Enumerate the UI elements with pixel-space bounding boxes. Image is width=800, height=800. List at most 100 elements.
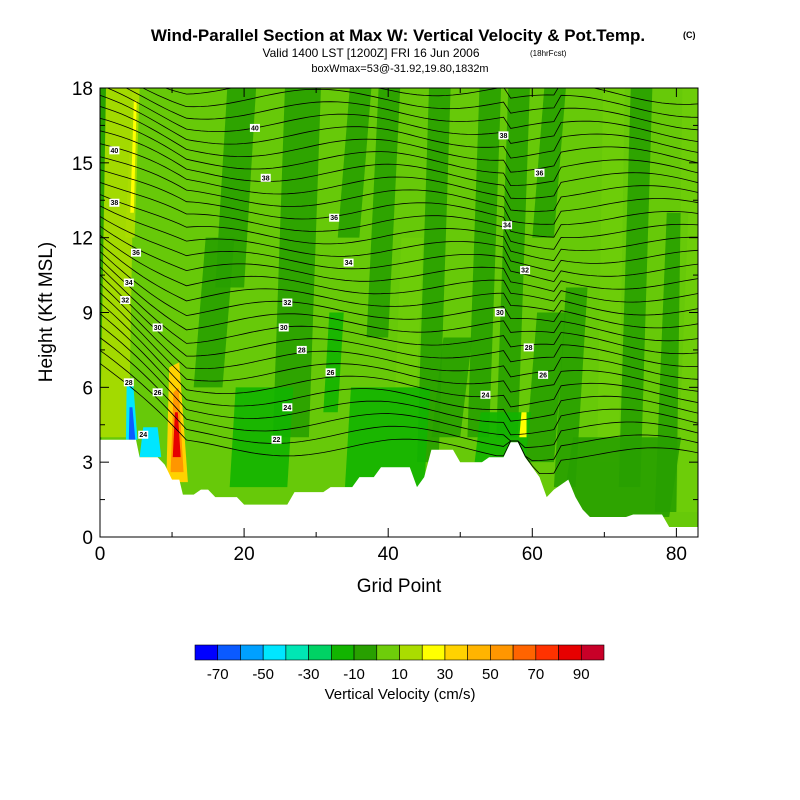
colorbar-swatch xyxy=(262,644,287,661)
colorbar-swatch xyxy=(512,644,537,661)
contour-label: 40 xyxy=(251,125,259,132)
contour-label-box xyxy=(523,343,534,352)
velocity-patch xyxy=(229,387,294,488)
colorbar-swatch xyxy=(194,644,219,661)
y-tick-label: 6 xyxy=(82,378,93,399)
colorbar-swatch xyxy=(490,644,514,661)
velocity-patch xyxy=(431,337,473,438)
y-axis-label: Height (Kft MSL) xyxy=(36,242,57,382)
x-tick-label: 60 xyxy=(522,544,543,565)
downdraft-core xyxy=(128,407,136,440)
contour-label-box xyxy=(296,345,307,354)
contour-label-box xyxy=(152,323,163,332)
colorbar-swatch xyxy=(331,644,355,661)
contour-label-box xyxy=(538,370,549,379)
velocity-patch xyxy=(525,312,566,463)
velocity-patch xyxy=(100,88,135,438)
contour-label-box xyxy=(120,296,131,305)
theta-contour xyxy=(100,205,698,272)
theta-contour xyxy=(100,106,698,173)
contour-label: 34 xyxy=(345,260,353,267)
contour-label: 36 xyxy=(536,170,544,177)
contour-labels: 40 40 38 38 36 36 34 34 32 32 30 30 28 26 24 22 28 26 24 38… xyxy=(109,123,549,444)
contour-label: 34 xyxy=(125,280,133,287)
y-tick-label: 12 xyxy=(72,229,93,250)
velocity-patch xyxy=(272,88,321,438)
colorbar-swatch xyxy=(558,644,582,661)
theta-contour xyxy=(141,88,698,118)
colorbar-label: Vertical Velocity (cm/s) xyxy=(325,686,476,703)
contour-label: 30 xyxy=(154,325,162,332)
theta-contour xyxy=(100,258,698,342)
y-tick-label: 18 xyxy=(72,79,93,100)
theta-contour xyxy=(100,234,698,303)
contour-label: 30 xyxy=(496,310,504,317)
contour-label: 24 xyxy=(139,432,147,439)
velocity-patch xyxy=(597,88,625,463)
theta-contour xyxy=(100,350,698,462)
info-line: boxWmax=53@-31.92,19.80,1832m xyxy=(311,63,488,75)
contour-label-box xyxy=(282,403,293,412)
y-tick-label: 15 xyxy=(72,154,93,175)
theta-contour xyxy=(100,94,698,159)
theta-contour xyxy=(100,266,698,355)
subtitle-note: (18hrFcst) xyxy=(530,49,567,58)
colorbar-swatch xyxy=(399,644,423,661)
colorbar-tick-label: -70 xyxy=(207,666,229,683)
contour-label-box xyxy=(498,131,509,140)
contour-label: 28 xyxy=(125,380,133,387)
colorbar-tick-label: 30 xyxy=(437,666,454,683)
contour-label-box xyxy=(260,173,271,182)
colorbar-swatch xyxy=(285,644,309,661)
contour-label: 40 xyxy=(111,148,119,155)
contour-label-box xyxy=(123,278,134,287)
contour-label: 32 xyxy=(121,298,129,305)
colorbar-swatch xyxy=(217,644,241,661)
colorbar-swatch xyxy=(353,644,378,661)
x-axis-label: Grid Point xyxy=(357,576,442,597)
contour-label-box xyxy=(152,388,163,397)
contour-label: 26 xyxy=(327,370,335,377)
colorbar-tick-label: 90 xyxy=(573,666,590,683)
contour-label: 22 xyxy=(273,437,281,444)
contour-label-box xyxy=(520,266,531,275)
theta-contour xyxy=(100,313,698,422)
velocity-patch xyxy=(553,287,588,488)
velocity-patch xyxy=(395,237,424,388)
theta-contour xyxy=(100,117,698,187)
velocity-patch xyxy=(344,387,431,488)
theta-contour xyxy=(100,251,698,329)
contour-label: 26 xyxy=(539,372,547,379)
title-mark: (C) xyxy=(683,30,696,40)
colorbar-tick-label: -10 xyxy=(343,666,365,683)
colorbar-swatch xyxy=(535,644,559,661)
contour-label-box xyxy=(534,168,545,177)
colorbar-tick-label: -50 xyxy=(252,666,274,683)
x-tick-label: 0 xyxy=(95,544,106,565)
contour-label: 36 xyxy=(132,250,140,257)
contour-label: 36 xyxy=(330,215,338,222)
contour-label-box xyxy=(282,298,293,307)
colorbar-swatch xyxy=(444,644,468,661)
contour-label: 30 xyxy=(280,325,288,332)
contour-label: 24 xyxy=(482,392,490,399)
colorbar-tick-label: 50 xyxy=(482,666,499,683)
colorbar-swatch xyxy=(308,644,332,661)
contour-label: 38 xyxy=(111,200,119,207)
theta-contour xyxy=(100,324,698,436)
theta-contour xyxy=(100,143,698,212)
terrain-mask xyxy=(100,439,698,537)
theta-contour xyxy=(125,88,698,131)
y-tick-label: 0 xyxy=(82,528,93,549)
updraft-core xyxy=(519,412,527,438)
contour-label-box xyxy=(325,368,336,377)
theta-contour xyxy=(100,283,698,380)
contour-label-box xyxy=(329,213,340,222)
contour-label-box xyxy=(278,323,289,332)
contour-label-box xyxy=(249,123,260,132)
velocity-patch xyxy=(676,88,698,513)
theta-contour xyxy=(100,169,698,238)
contour-label-box xyxy=(109,198,120,207)
contour-label-box xyxy=(123,378,134,387)
